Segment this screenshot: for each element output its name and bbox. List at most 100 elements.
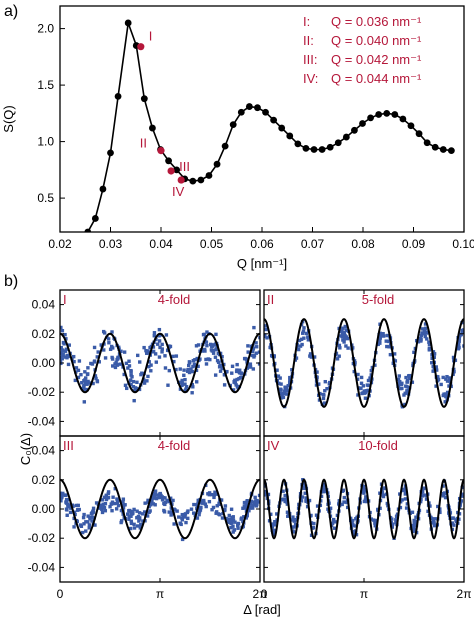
scatter-point [84, 529, 88, 533]
scatter-point [404, 375, 408, 380]
scatter-point [91, 381, 95, 386]
scatter-point [110, 508, 114, 513]
sq-point [254, 104, 261, 112]
scatter-point [325, 386, 329, 391]
ytick-label: -0.02 [28, 385, 56, 399]
scatter-point [76, 368, 81, 373]
scatter-point [384, 339, 388, 343]
scatter-point [79, 372, 83, 377]
scatter-point [323, 379, 328, 384]
sq-point [286, 132, 294, 140]
scatter-point [88, 381, 92, 385]
scatter-point [83, 376, 88, 380]
scatter-point [380, 334, 384, 338]
scatter-point [457, 512, 462, 516]
scatter-point [157, 339, 162, 343]
scatter-point [151, 502, 156, 506]
scatter-point [252, 353, 257, 358]
scatter-point [412, 518, 416, 523]
scatter-point [90, 519, 94, 523]
scatter-point [127, 514, 131, 519]
scatter-point [396, 377, 401, 382]
scatter-point [346, 346, 350, 350]
scatter-point [328, 506, 333, 510]
scatter-point [207, 491, 212, 495]
scatter-point [445, 374, 449, 379]
ytick-label: 0.04 [32, 298, 56, 312]
sq-point [391, 111, 399, 118]
correlation-panel-II: II 5-fold [263, 289, 465, 437]
scatter-point [284, 392, 289, 396]
scatter-point [153, 489, 158, 493]
scatter-point [444, 394, 448, 399]
scatter-point [378, 506, 382, 511]
scatter-points [60, 325, 260, 404]
scatter-point [215, 504, 219, 508]
scatter-point [398, 505, 403, 510]
scatter-point [407, 373, 412, 378]
scatter-point [134, 386, 139, 391]
scatter-point [82, 512, 86, 517]
panel-a-yticks: 0.5 1.0 1.5 2.0 [37, 22, 65, 205]
scatter-point [180, 381, 184, 386]
scatter-point [233, 520, 237, 524]
panel-a-xtick-label: 0.08 [351, 237, 375, 251]
scatter-point [403, 492, 408, 496]
scatter-point [132, 507, 136, 512]
scatter-point [118, 362, 123, 366]
scatter-point [194, 344, 199, 348]
scatter-points [264, 477, 464, 540]
scatter-point [264, 324, 268, 328]
scatter-point [108, 505, 112, 509]
scatter-point [269, 512, 273, 516]
scatter-point [315, 504, 320, 508]
scatter-point [304, 331, 309, 336]
scatter-point [202, 347, 207, 352]
scatter-point [190, 391, 194, 395]
scatter-point [353, 524, 358, 528]
scatter-point [432, 355, 436, 359]
scatter-point [330, 521, 335, 525]
panel-a-ylabel: S(Q) [1, 105, 16, 132]
scatter-point [420, 489, 425, 494]
scatter-point [177, 515, 181, 519]
scatter-point [115, 497, 119, 501]
scatter-point [142, 510, 147, 514]
scatter-point [183, 377, 187, 382]
scatter-point [100, 507, 104, 512]
scatter-point [174, 367, 178, 372]
scatter-point [121, 503, 125, 507]
scatter-point [284, 500, 289, 504]
scatter-point [152, 334, 156, 338]
scatter-point [64, 497, 69, 502]
scatter-point [275, 368, 279, 372]
scatter-point [74, 503, 79, 508]
scatter-point [283, 493, 287, 498]
scatter-point [223, 504, 228, 508]
scatter-point [451, 516, 455, 520]
scatter-point [156, 342, 160, 346]
scatter-point [451, 355, 456, 360]
scatter-point [195, 380, 199, 384]
scatter-point [173, 508, 177, 512]
scatter-point [168, 496, 173, 500]
scatter-point [292, 525, 296, 529]
scatter-point [180, 383, 184, 387]
scatter-point [442, 392, 446, 397]
xtick-label: 2π [457, 587, 472, 601]
scatter-point [321, 392, 325, 397]
scatter-point [457, 336, 462, 341]
sq-point [213, 160, 221, 168]
scatter-point [157, 355, 162, 359]
scatter-point [102, 495, 107, 500]
scatter-point [420, 494, 425, 498]
panel-a-xtick-label: 0.09 [402, 237, 426, 251]
scatter-point [211, 505, 216, 510]
scatter-point [60, 495, 64, 499]
q-legend-value: Q = 0.036 nm⁻¹ [331, 14, 422, 29]
scatter-point [139, 372, 143, 377]
scatter-point [441, 375, 445, 380]
fit-curve [264, 478, 464, 540]
scatter-point [248, 502, 253, 506]
scatter-point [305, 497, 309, 502]
